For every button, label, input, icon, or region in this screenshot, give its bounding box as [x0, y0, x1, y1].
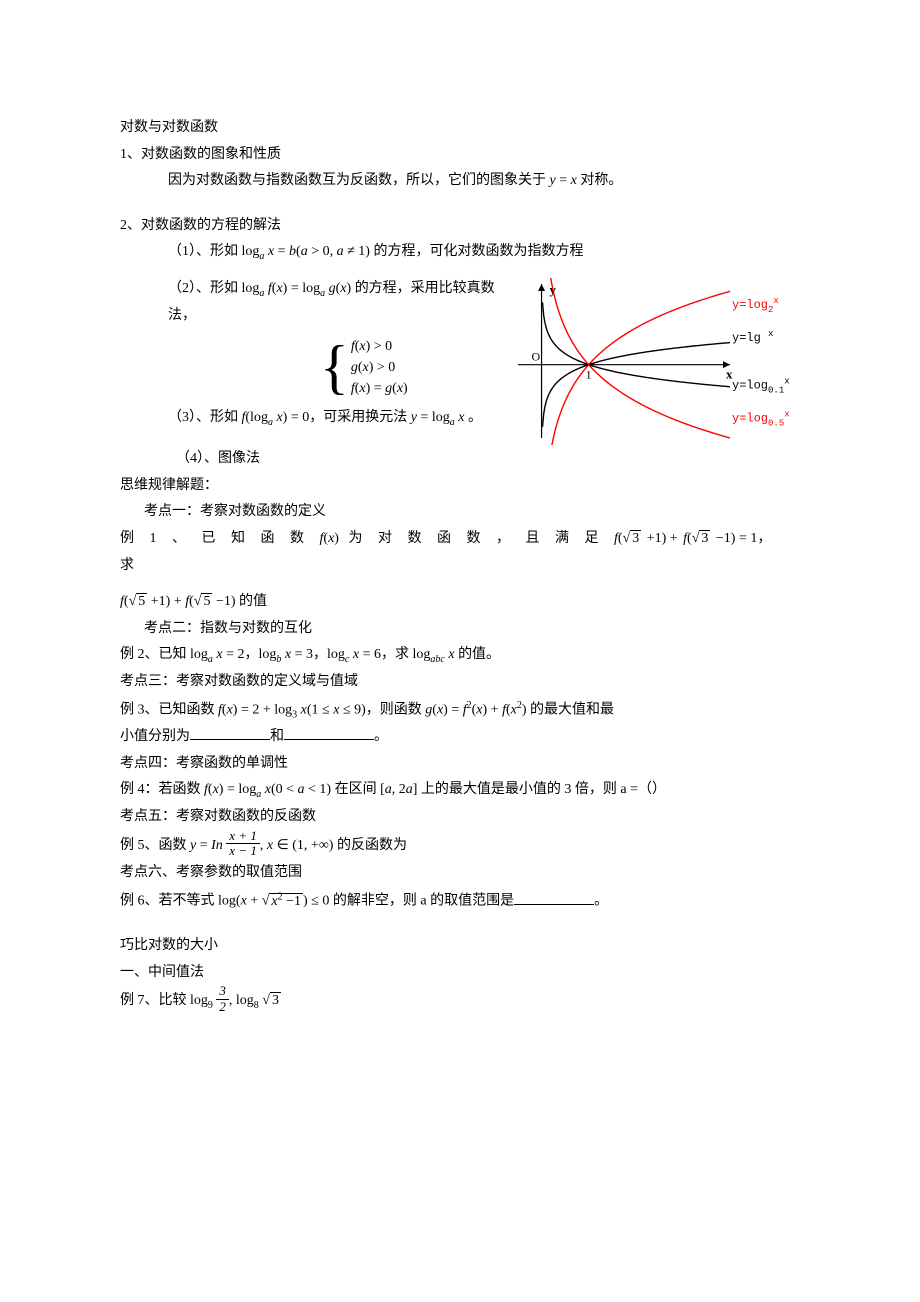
svg-text:O: O — [532, 350, 541, 364]
brace-line-1: f(x) > 0 — [351, 336, 408, 357]
ex6: 例 6、若不等式 log(x + √x2 −1) ≤ 0 的解非空，则 a 的取… — [120, 887, 800, 915]
log-chart: O1xyy=log2xy=lg xy=log0.1xy=log0.5x — [500, 276, 810, 446]
k2-title: 考点二：指数与对数的互化 — [120, 616, 800, 643]
blank-range — [514, 890, 594, 905]
k6-title: 考点六、考察参数的取值范围 — [120, 860, 800, 887]
svg-text:y=log0.5x: y=log0.5x — [732, 410, 790, 429]
s2-item1: （1）、形如 loga x = b(a > 0, a ≠ 1) 的方程，可化对数… — [120, 239, 800, 266]
k5-title: 考点五：考察对数函数的反函数 — [120, 804, 800, 831]
s2-item3: （3）、形如 f(loga x) = 0，可采用换元法 y = loga x 。 — [120, 405, 500, 432]
sec2-sub: 一、中间值法 — [120, 960, 800, 987]
k4-title: 考点四：考察函数的单调性 — [120, 751, 800, 778]
ex2: 例 2、已知 loga x = 2，logb x = 3，logc x = 6，… — [120, 642, 800, 669]
brace-line-3: f(x) = g(x) — [351, 378, 408, 399]
ex1-line1: 例 1 、 已 知 函 数 f(x) 为 对 数 函 数 ， 且 满 足 f(√… — [120, 526, 800, 579]
s2-item2: （2）、形如 loga f(x) = loga g(x) 的方程，采用比较真数法… — [120, 276, 500, 329]
brace-system: { f(x) > 0 g(x) > 0 f(x) = g(x) — [320, 336, 500, 399]
ex5: 例 5、函数 y = In x + 1x − 1, x ∈ (1, +∞) 的反… — [120, 831, 800, 861]
s1-heading: 1、对数函数的图象和性质 — [120, 142, 800, 169]
brace-line-2: g(x) > 0 — [351, 357, 408, 378]
s1-body: 因为对数函数与指数函数互为反函数，所以，它们的图象关于 y = x 对称。 — [120, 168, 800, 195]
s2-heading: 2、对数函数的方程的解法 — [120, 213, 800, 240]
sec2-title: 巧比对数的大小 — [120, 933, 800, 960]
s2-item4: （4）、图像法 — [120, 446, 800, 473]
ex3-line2: 小值分别为和。 — [120, 724, 800, 751]
doc-title: 对数与对数函数 — [120, 115, 800, 142]
svg-text:y=log2x: y=log2x — [732, 296, 779, 315]
blank-min — [284, 725, 374, 740]
blank-max — [190, 725, 270, 740]
svg-text:1: 1 — [586, 368, 592, 382]
ex4: 例 4：若函数 f(x) = loga x(0 < a < 1) 在区间 [a,… — [120, 777, 800, 804]
svg-text:y=log0.1x: y=log0.1x — [732, 377, 790, 396]
k1-title: 考点一：考察对数函数的定义 — [120, 499, 800, 526]
ex7: 例 7、比较 log9 32, log8 √3 — [120, 986, 800, 1016]
ex1-line2: f(√5 +1) + f(√5 −1) 的值 — [120, 589, 800, 616]
rule-heading: 思维规律解题： — [120, 473, 800, 500]
k3-title: 考点三：考察对数函数的定义域与值域 — [120, 669, 800, 696]
ex3-line1: 例 3、已知函数 f(x) = 2 + log3 x(1 ≤ x ≤ 9)，则函… — [120, 696, 800, 724]
svg-text:y=lg x: y=lg x — [732, 329, 773, 345]
